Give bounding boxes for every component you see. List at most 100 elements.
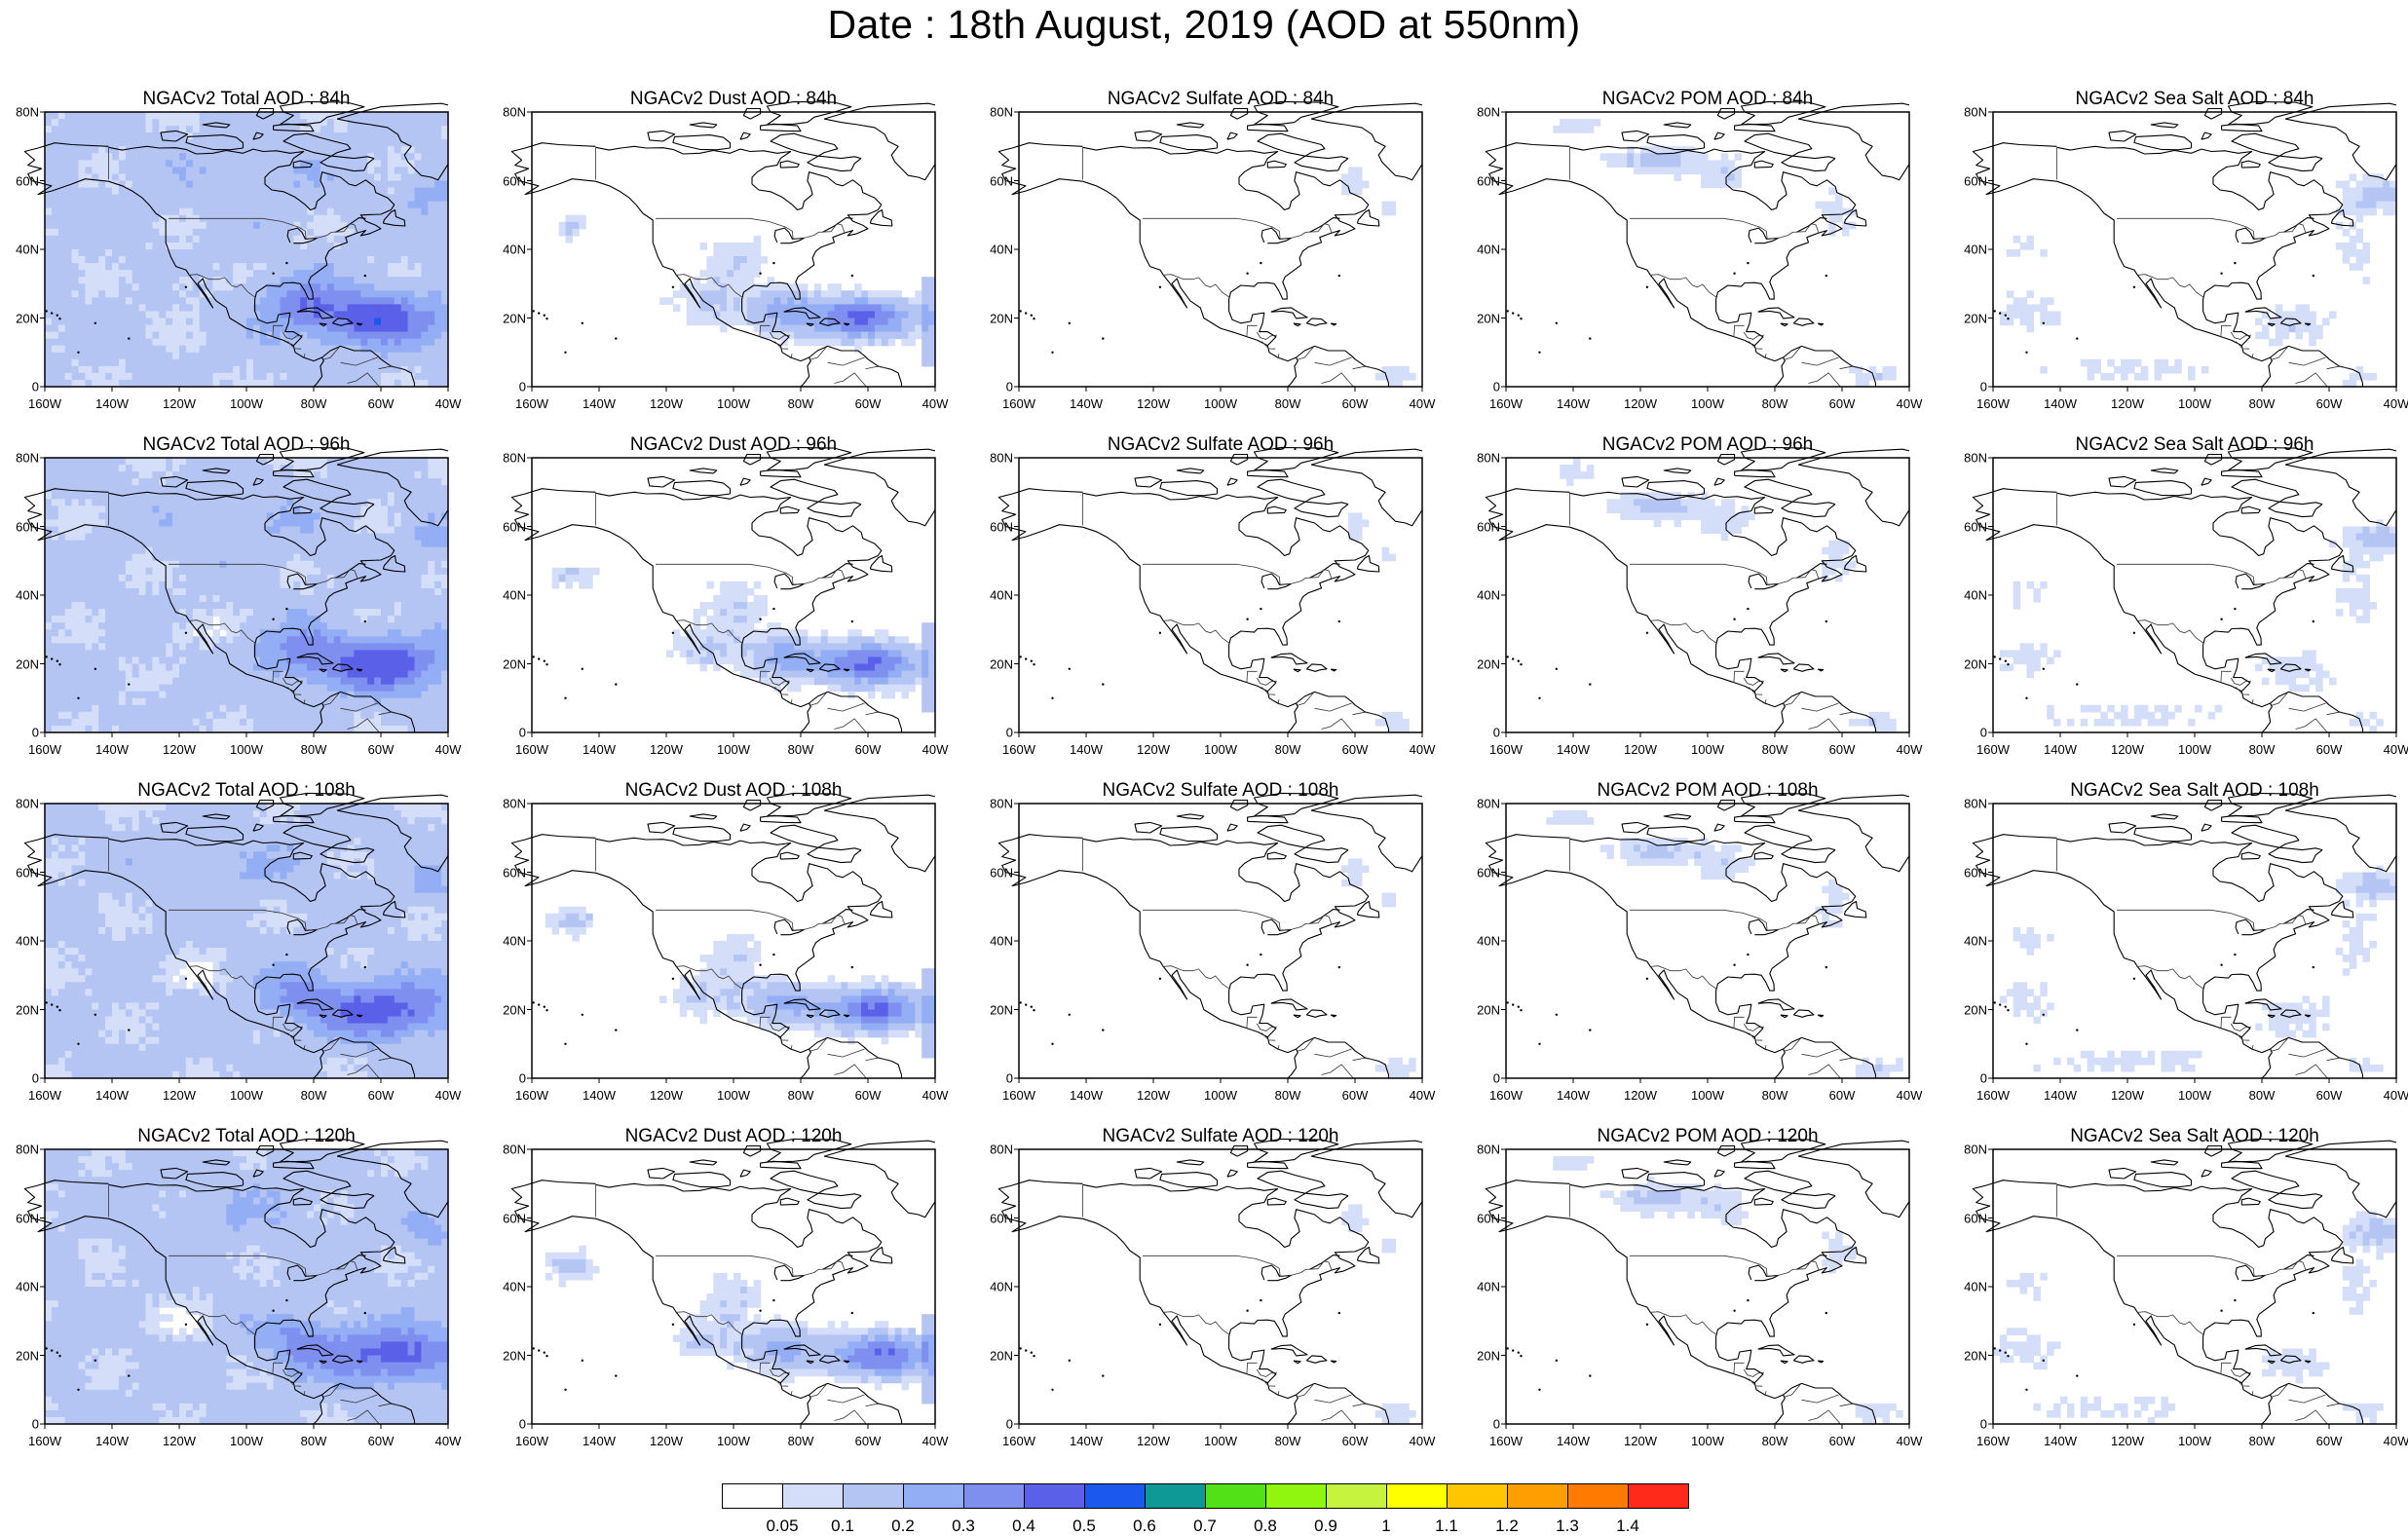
aod-cell — [85, 581, 93, 589]
aod-cell — [768, 290, 775, 298]
aod-cell — [132, 339, 140, 347]
aod-cell — [713, 270, 721, 278]
aod-cell — [408, 554, 416, 562]
aod-cell — [253, 256, 261, 264]
aod-cell — [421, 243, 429, 250]
aod-cell — [126, 561, 133, 569]
aod-cell — [112, 588, 120, 596]
aod-cell — [146, 132, 154, 140]
aod-cell — [381, 373, 389, 381]
aod-cell — [922, 304, 929, 312]
aod-cell — [341, 304, 349, 312]
aod-cell — [348, 188, 356, 196]
aod-cell — [421, 527, 429, 535]
aod-cell — [79, 290, 87, 298]
aod-cell — [152, 270, 160, 278]
aod-cell — [98, 581, 106, 589]
aod-cell — [58, 160, 66, 168]
aod-cell — [2363, 202, 2371, 209]
aod-cell — [226, 485, 234, 493]
aod-cell — [226, 359, 234, 367]
aod-cell — [334, 249, 342, 257]
aod-cell — [172, 588, 180, 596]
aod-cell — [274, 290, 282, 298]
aod-cell — [132, 318, 140, 326]
aod-cell — [307, 534, 315, 542]
aod-cell — [428, 527, 435, 535]
aod-cell — [65, 471, 73, 479]
aod-map — [1506, 112, 1909, 387]
aod-cell — [286, 465, 294, 472]
aod-cell — [219, 173, 227, 181]
aod-cell — [179, 581, 187, 589]
aod-cell — [85, 588, 93, 596]
aod-cell — [360, 595, 368, 603]
aod-cell — [720, 256, 728, 264]
aod-cell — [828, 304, 836, 312]
aod-cell — [367, 485, 375, 493]
aod-cell — [2363, 249, 2371, 257]
aod-cell — [388, 359, 395, 367]
aod-cell — [79, 622, 87, 630]
aod-cell — [200, 366, 207, 374]
aod-cell — [327, 588, 335, 596]
aod-cell — [172, 311, 180, 318]
aod-cell — [2020, 318, 2028, 326]
aod-cell — [186, 575, 194, 582]
aod-cell — [293, 595, 301, 603]
aod-cell — [240, 153, 247, 161]
aod-cell — [274, 181, 282, 189]
aod-cell — [1607, 160, 1615, 168]
aod-cell — [706, 270, 714, 278]
aod-cell — [740, 243, 748, 250]
lat-tick-label: 20N — [16, 311, 39, 325]
aod-cell — [408, 581, 416, 589]
aod-cell — [2343, 202, 2351, 209]
aod-cell — [146, 243, 154, 250]
aod-cell — [2027, 311, 2035, 318]
aod-cell — [246, 359, 254, 367]
aod-cell — [835, 325, 843, 333]
aod-cell — [1835, 195, 1843, 203]
aod-cell — [2282, 325, 2290, 333]
aod-cell — [421, 236, 429, 244]
aod-cell — [45, 215, 53, 223]
aod-cell — [293, 373, 301, 381]
aod-cell — [1389, 373, 1397, 381]
coastline — [1177, 123, 1204, 128]
aod-cell — [348, 373, 356, 381]
aod-cell — [768, 297, 775, 305]
aod-cell — [415, 527, 423, 535]
aod-cell — [814, 332, 822, 340]
aod-cell — [360, 366, 368, 374]
aod-cell — [200, 568, 207, 576]
aod-cell — [415, 132, 423, 140]
aod-cell — [260, 263, 268, 271]
aod-cell — [179, 506, 187, 513]
aod-cell — [434, 311, 442, 318]
aod-cell — [98, 181, 106, 189]
aod-cell — [861, 304, 869, 312]
aod-cell — [727, 304, 734, 312]
aod-cell — [112, 575, 120, 582]
aod-cell — [354, 270, 361, 278]
aod-cell — [65, 202, 73, 209]
aod-cell — [126, 373, 133, 381]
aod-cell — [119, 373, 126, 381]
aod-cell — [139, 499, 147, 506]
aod-cell — [700, 304, 708, 312]
aod-cell — [79, 332, 87, 340]
aod-cell — [132, 249, 140, 257]
aod-cell — [179, 318, 187, 326]
aod-cell — [902, 311, 910, 318]
aod-cell — [58, 290, 66, 298]
aod-cell — [360, 519, 368, 527]
aod-cell — [320, 359, 328, 367]
aod-cell — [152, 339, 160, 347]
aod-cell — [126, 541, 133, 548]
aod-cell — [213, 318, 221, 326]
aod-cell — [286, 353, 294, 360]
aod-cell — [274, 499, 282, 506]
aod-cell — [159, 311, 167, 318]
aod-cell — [360, 568, 368, 576]
